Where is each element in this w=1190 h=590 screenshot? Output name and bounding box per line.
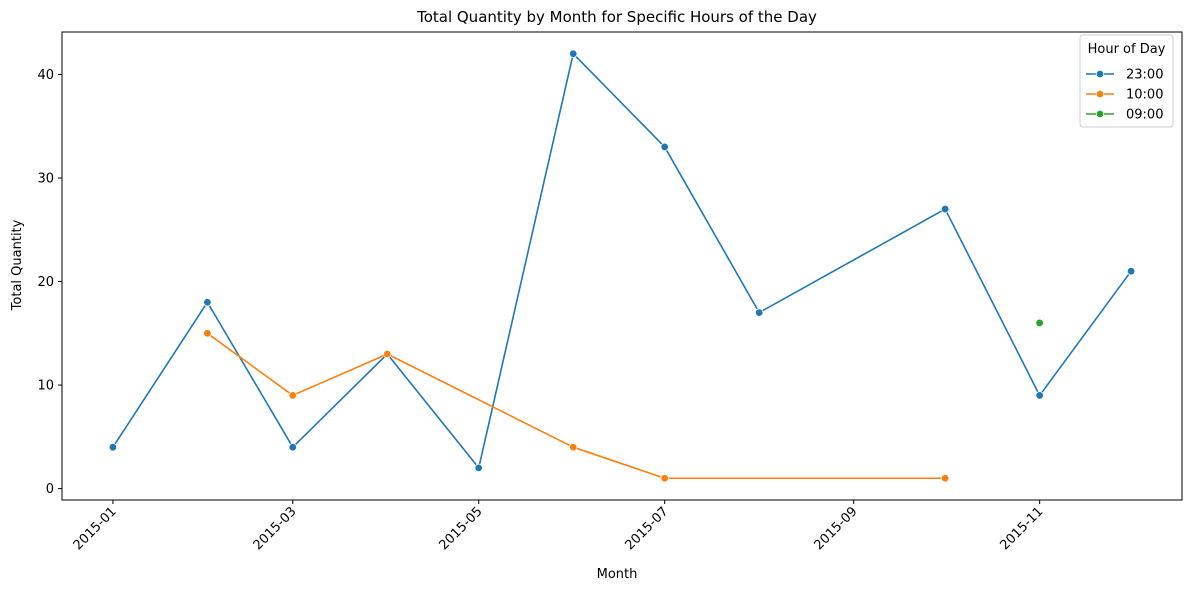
data-point [660,474,669,483]
data-point [474,463,483,473]
y-tick-label: 0 [46,482,54,497]
x-tick-label: 2015-01 [71,504,120,553]
legend-label: 09:00 [1126,108,1163,123]
data-point [660,142,669,152]
legend-box [1079,34,1174,128]
plot-frame [61,31,1183,501]
data-point [203,329,212,338]
x-tick-label: 2015-11 [997,504,1046,553]
x-tick-label: 2015-07 [622,504,671,553]
data-point [288,391,297,400]
y-tick-label: 10 [37,379,54,394]
chart-title: Total Quantity by Month for Specific Hou… [416,8,817,26]
series-line-2300 [112,52,1132,469]
x-axis-label: Month [597,567,638,582]
y-tick-label: 30 [37,171,54,186]
data-point [383,349,392,359]
plot-area: 0 10 20 30 40 2015-01 2015-03 2015-05 2015-07 201… [37,31,1183,553]
legend-label: 23:00 [1126,68,1163,83]
series-line-1000 [206,332,946,480]
legend-label: 10:00 [1126,88,1163,103]
y-tick-label: 40 [37,68,54,83]
x-tick-label: 2015-05 [437,504,486,553]
data-point [1035,318,1044,328]
y-axis-label: Total Quantity [10,219,25,311]
data-point [203,298,212,307]
legend-title: Hour of Day [1088,42,1166,57]
x-tick-label: 2015-03 [251,504,300,553]
data-point [1035,391,1044,400]
legend: Hour of Day 23:00 10:00 09:00 [1079,34,1174,128]
x-tick-label: 2015-09 [811,504,860,553]
data-point [288,442,297,452]
data-point [1126,266,1136,276]
legend-marker [1095,69,1105,79]
data-point [108,442,118,452]
data-point [569,442,578,452]
legend-marker [1095,109,1105,119]
y-tick-label: 20 [37,275,54,290]
data-point [569,49,578,58]
data-point [940,474,950,483]
data-point [940,204,950,214]
data-point [754,308,764,317]
legend-marker [1095,89,1105,99]
